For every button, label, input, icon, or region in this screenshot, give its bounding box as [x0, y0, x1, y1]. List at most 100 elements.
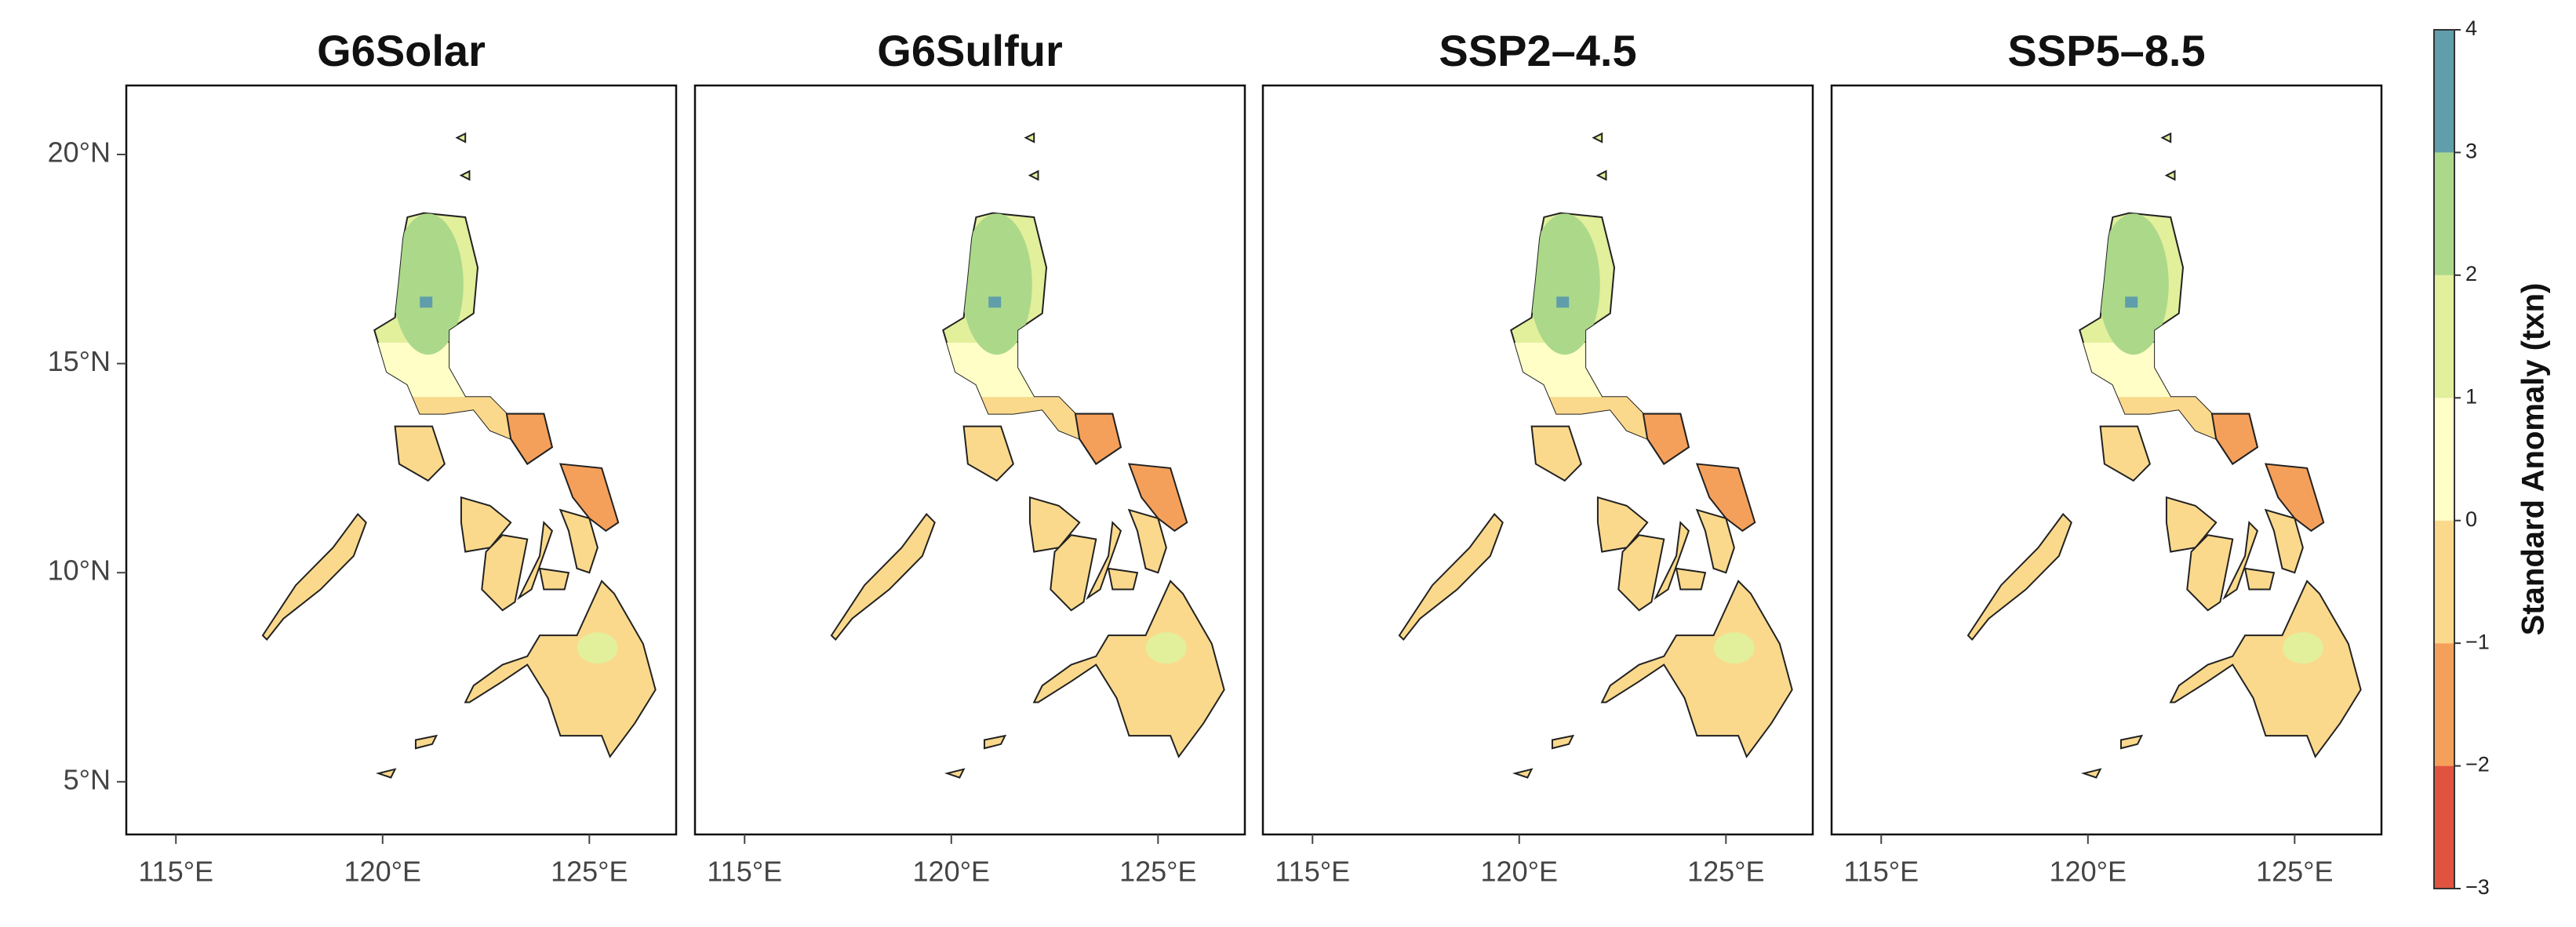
anomaly-band [374, 342, 552, 398]
x-tick-label: 125°E [1119, 856, 1196, 888]
island [2099, 425, 2151, 482]
island [1086, 521, 1122, 601]
panel-title: SSP5–8.5 [2007, 26, 2205, 75]
island [517, 521, 554, 601]
map-panel: SSP5–8.5 115°E 120°E 125°E [1830, 26, 2383, 888]
island [944, 768, 966, 779]
x-tick-label: 120°E [344, 856, 421, 888]
x-tick-label: 115°E [1275, 856, 1350, 888]
island [1600, 580, 1793, 758]
island [1551, 734, 1575, 750]
x-tick-label: 115°E [1843, 856, 1919, 888]
colorbar-tick-label: 0 [2465, 507, 2477, 531]
anomaly-blob [988, 296, 1002, 308]
island [1024, 132, 1035, 144]
island [455, 132, 467, 144]
colorbar-frame [2433, 29, 2455, 889]
panel-title: SSP2–4.5 [1439, 26, 1636, 75]
colorbar-segment [2434, 765, 2454, 889]
panel-frame [125, 84, 678, 836]
x-tick-label: 125°E [1687, 856, 1764, 888]
x-tick-label: 115°E [138, 856, 213, 888]
island [1592, 132, 1603, 144]
island [2264, 463, 2325, 533]
island [1050, 534, 1097, 612]
colorbar-label: Standard Anomaly (txn) [2516, 283, 2551, 636]
y-tick-label: 10°N [48, 554, 111, 587]
island [375, 768, 397, 779]
anomaly-blob [1556, 296, 1570, 308]
colorbar: −3 −2 −1 0 1 2 3 4 Standard Anomaly (txn) [2433, 16, 2551, 899]
anomaly-blob [1145, 632, 1187, 664]
panel-title: G6Solar [317, 26, 486, 75]
island [261, 513, 367, 642]
island [1028, 169, 1039, 181]
anomaly-blob [1642, 413, 1690, 465]
anomaly-blob [2210, 413, 2259, 465]
island [2119, 734, 2144, 750]
island [2186, 534, 2234, 612]
map-panel: G6Sulfur 115°E 120°E 125°E [693, 26, 1246, 888]
panel-title: G6Sulfur [877, 26, 1062, 75]
island [1654, 521, 1690, 601]
island [2160, 132, 2172, 144]
island [1127, 463, 1188, 533]
island [558, 463, 620, 533]
island [1617, 534, 1665, 612]
island [414, 734, 438, 750]
colorbar-tick-label: 3 [2465, 140, 2477, 163]
island [394, 425, 446, 482]
island [1967, 513, 2072, 642]
x-tick-label: 120°E [2050, 856, 2127, 888]
map-panel: SSP2–4.5 115°E 120°E 125°E [1261, 26, 1814, 888]
colorbar-tick-label: 1 [2465, 384, 2477, 408]
island [538, 567, 570, 591]
colorbar-segment [2434, 398, 2454, 521]
colorbar-segment [2434, 520, 2454, 644]
anomaly-blob [420, 296, 433, 308]
island [1032, 580, 1225, 758]
island [1398, 513, 1504, 642]
anomaly-blob [2125, 296, 2138, 308]
x-tick-label: 115°E [707, 856, 782, 888]
anomaly-blob [1074, 413, 1122, 465]
island [1107, 567, 1139, 591]
island [2243, 567, 2276, 591]
x-tick-label: 120°E [913, 856, 990, 888]
anomaly-blob [392, 213, 464, 355]
island [2222, 521, 2259, 601]
anomaly-blob [577, 632, 618, 664]
island [481, 534, 529, 612]
x-tick-label: 125°E [2256, 856, 2333, 888]
anomaly-band [2079, 342, 2258, 398]
x-tick-label: 125°E [551, 856, 628, 888]
panel-frame [1830, 84, 2383, 836]
anomaly-blob [961, 213, 1032, 355]
panel-frame [1261, 84, 1814, 836]
island [1595, 169, 1607, 181]
y-tick-label: 5°N [64, 763, 111, 795]
anomaly-band [943, 342, 1121, 398]
colorbar-tick-label: 4 [2465, 16, 2477, 40]
colorbar-tick-label: 2 [2465, 262, 2477, 285]
anomaly-blob [505, 413, 554, 465]
colorbar-segment [2434, 152, 2454, 275]
map-panel: G6Solar 115°E 120°E 125°E 5°N 10°N 15°N 20°N [48, 26, 678, 888]
x-tick-label: 120°E [1481, 856, 1558, 888]
island [2080, 768, 2102, 779]
anomaly-blob [2098, 213, 2169, 355]
colorbar-tick-label: −2 [2465, 753, 2490, 776]
anomaly-blob [1529, 213, 1600, 355]
island [1675, 567, 1707, 591]
island [1695, 463, 1756, 533]
island [983, 734, 1007, 750]
y-tick-label: 20°N [48, 136, 111, 168]
colorbar-segment [2434, 30, 2454, 153]
panel-frame [693, 84, 1246, 836]
colorbar-segment [2434, 643, 2454, 766]
island [962, 425, 1014, 482]
colorbar-segment [2434, 274, 2454, 398]
y-tick-label: 15°N [48, 345, 111, 377]
island [459, 169, 471, 181]
